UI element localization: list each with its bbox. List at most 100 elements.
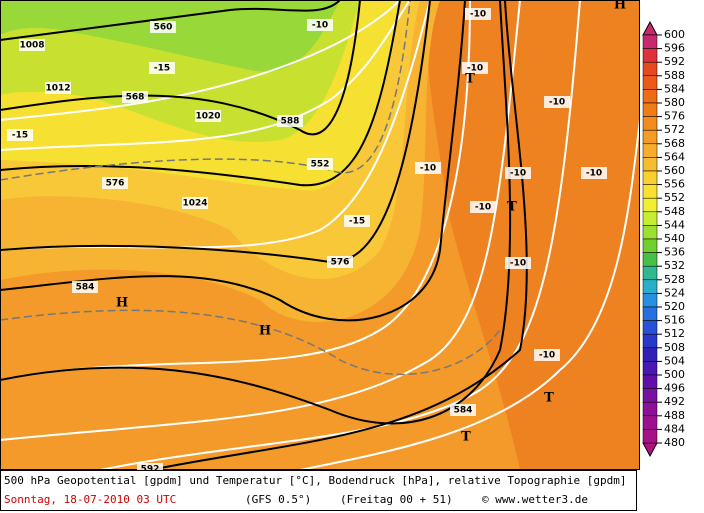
caption-line: 500 hPa Geopotential [gpdm] und Temperat… bbox=[4, 474, 627, 487]
scale-swatch bbox=[642, 279, 658, 294]
scale-swatch bbox=[642, 374, 658, 389]
label-bg bbox=[277, 115, 303, 127]
scale-swatch bbox=[642, 75, 658, 90]
pressure-center: H bbox=[116, 296, 128, 311]
contour-label: -10 bbox=[475, 203, 491, 213]
contour-label: 584 bbox=[454, 406, 473, 416]
label-bg bbox=[544, 96, 570, 108]
contour-label: -10 bbox=[510, 169, 526, 179]
contour-label: 576 bbox=[331, 258, 350, 268]
contour-label: -10 bbox=[312, 21, 328, 31]
scale-swatch bbox=[642, 293, 658, 308]
scale-swatch bbox=[642, 170, 658, 185]
label-bg bbox=[534, 349, 560, 361]
contour-label: -15 bbox=[154, 64, 170, 74]
label-bg bbox=[470, 201, 496, 213]
scale-swatch bbox=[642, 116, 658, 131]
scale-label: 580 bbox=[664, 96, 685, 109]
scale-swatch bbox=[642, 429, 658, 444]
scale-swatch bbox=[642, 129, 658, 145]
contour-label: 1024 bbox=[182, 199, 207, 209]
contour-label: -10 bbox=[539, 351, 555, 361]
contour-label: 592 bbox=[141, 465, 160, 475]
label-bg bbox=[581, 167, 607, 179]
pressure-center: H bbox=[614, 0, 626, 13]
label-bg bbox=[505, 257, 531, 269]
scale-label: 536 bbox=[664, 246, 685, 259]
scale-label: 504 bbox=[664, 354, 685, 367]
scale-label: 552 bbox=[664, 191, 685, 204]
pressure-center: T bbox=[465, 72, 475, 87]
contour-label: 560 bbox=[154, 23, 173, 33]
scale-label: 564 bbox=[664, 150, 685, 163]
scale-label: 500 bbox=[664, 368, 685, 381]
scale-label: 492 bbox=[664, 395, 685, 408]
scale-label: 556 bbox=[664, 178, 685, 191]
label-bg bbox=[307, 158, 333, 170]
scale-label: 532 bbox=[664, 259, 685, 272]
contour-label: -10 bbox=[420, 164, 436, 174]
contour-label: 552 bbox=[311, 160, 330, 170]
label-bg bbox=[195, 110, 221, 122]
scale-swatch bbox=[642, 102, 658, 117]
label-bg bbox=[450, 404, 476, 416]
label-bg bbox=[45, 82, 71, 94]
scale-label: 588 bbox=[664, 69, 685, 82]
scale-swatch bbox=[642, 157, 658, 172]
contour-label: 1012 bbox=[45, 84, 70, 94]
label-bg bbox=[505, 167, 531, 179]
label-bg bbox=[465, 8, 491, 20]
scale-label: 592 bbox=[664, 55, 685, 68]
scale-swatch bbox=[642, 48, 658, 63]
label-bg bbox=[150, 21, 176, 33]
contour-label: -10 bbox=[586, 169, 602, 179]
contour-label: -10 bbox=[510, 259, 526, 269]
contour-label: 584 bbox=[76, 283, 95, 293]
pressure-center: H bbox=[259, 324, 271, 339]
label-bg bbox=[72, 281, 98, 293]
scale-swatch bbox=[642, 89, 658, 104]
contour-label: -10 bbox=[470, 10, 486, 20]
scale-swatch bbox=[642, 415, 658, 430]
label-bg bbox=[149, 62, 175, 74]
scale-label: 576 bbox=[664, 110, 685, 123]
scale-label: 520 bbox=[664, 300, 685, 313]
scale-label: 596 bbox=[664, 42, 685, 55]
label-bg bbox=[462, 62, 488, 74]
label-bg bbox=[19, 39, 45, 51]
contour-label: 576 bbox=[106, 179, 125, 189]
scale-swatch bbox=[642, 184, 658, 199]
scale-swatch bbox=[642, 211, 658, 226]
label-bg bbox=[7, 129, 33, 141]
scale-label: 572 bbox=[664, 123, 685, 136]
caption-credit: © www.wetter3.de bbox=[482, 493, 588, 506]
scale-swatch bbox=[642, 401, 658, 417]
scale-label: 484 bbox=[664, 422, 685, 435]
scale-label: 496 bbox=[664, 382, 685, 395]
label-bg bbox=[327, 256, 353, 268]
scale-swatch bbox=[642, 388, 658, 403]
scale-swatch bbox=[642, 361, 658, 376]
scale-label: 568 bbox=[664, 137, 685, 150]
label-bg bbox=[415, 162, 441, 174]
scale-swatch bbox=[642, 238, 658, 253]
label-bg bbox=[122, 91, 148, 103]
contour-label: -15 bbox=[12, 131, 28, 141]
scale-arrow-top bbox=[642, 20, 658, 36]
scale-label: 540 bbox=[664, 232, 685, 245]
scale-label: 528 bbox=[664, 273, 685, 286]
scale-label: 508 bbox=[664, 341, 685, 354]
pressure-center: T bbox=[461, 430, 471, 445]
scale-label: 584 bbox=[664, 82, 685, 95]
scale-swatch bbox=[642, 265, 658, 281]
contour-label: -10 bbox=[549, 98, 565, 108]
contour-label: -10 bbox=[467, 64, 483, 74]
scale-label: 512 bbox=[664, 327, 685, 340]
contour-label: 1020 bbox=[195, 112, 220, 122]
label-bg bbox=[102, 177, 128, 189]
scale-swatch bbox=[642, 320, 658, 335]
scale-label: 544 bbox=[664, 218, 685, 231]
scale-swatch bbox=[642, 225, 658, 240]
scale-label: 524 bbox=[664, 286, 685, 299]
